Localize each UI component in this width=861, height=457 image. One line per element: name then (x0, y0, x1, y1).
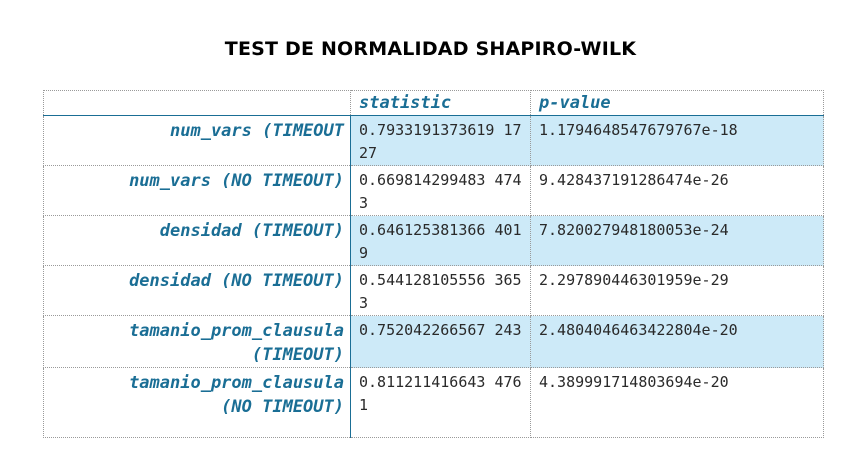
pvalue-cell: 2.297890446301959e-29 (530, 265, 824, 316)
statistic-cell: 0.646125381366 4019 (350, 215, 531, 266)
row-label: tamanio_prom_clausula (TIMEOUT) (43, 315, 351, 368)
table-row: num_vars (NO TIMEOUT) 0.669814299483 4743… (43, 165, 824, 216)
table-row: densidad (NO TIMEOUT) 0.544128105556 3653… (43, 265, 824, 316)
pvalue-cell: 7.820027948180053e-24 (530, 215, 824, 266)
table-row: tamanio_prom_clausula (NO TIMEOUT) 0.81121… (43, 367, 824, 438)
pvalue-cell: 1.1794648547679767e-18 (530, 115, 824, 166)
row-label: num_vars (TIMEOUT (43, 115, 351, 166)
column-header-pvalue: p-value (530, 90, 824, 116)
table-row: num_vars (TIMEOUT 0.7933191373619 1727 1.1… (43, 115, 824, 166)
table-header-row: statistic p-value (43, 90, 824, 116)
row-label-line: tamanio_prom_clausula (129, 321, 344, 341)
row-label-line: densidad (TIMEOUT) (159, 221, 344, 241)
row-label: num_vars (NO TIMEOUT) (43, 165, 351, 216)
row-label: tamanio_prom_clausula (NO TIMEOUT) (43, 367, 351, 438)
row-label-line: densidad (NO TIMEOUT) (129, 271, 344, 291)
statistic-cell: 0.752042266567 243 (350, 315, 531, 368)
pvalue-cell: 2.4804046463422804e-20 (530, 315, 824, 368)
row-label: densidad (NO TIMEOUT) (43, 265, 351, 316)
row-label-line: tamanio_prom_clausula (129, 373, 344, 393)
statistic-cell: 0.544128105556 3653 (350, 265, 531, 316)
column-header-statistic: statistic (350, 90, 531, 116)
row-label-line: (TIMEOUT) (251, 345, 344, 365)
normality-test-table: statistic p-value num_vars (TIMEOUT 0.793… (43, 90, 824, 438)
table-row: tamanio_prom_clausula (TIMEOUT) 0.75204226… (43, 315, 824, 368)
row-label: densidad (TIMEOUT) (43, 215, 351, 266)
row-label-line: num_vars (TIMEOUT (170, 121, 344, 141)
pvalue-cell: 4.389991714803694e-20 (530, 367, 824, 438)
statistic-cell: 0.669814299483 4743 (350, 165, 531, 216)
pvalue-cell: 9.428437191286474e-26 (530, 165, 824, 216)
page-title: TEST DE NORMALIDAD SHAPIRO-WILK (224, 38, 637, 60)
statistic-cell: 0.7933191373619 1727 (350, 115, 531, 166)
row-label-line: num_vars (NO TIMEOUT) (129, 171, 344, 191)
table-row: densidad (TIMEOUT) 0.646125381366 4019 7.8… (43, 215, 824, 266)
header-blank-cell (43, 90, 351, 116)
row-label-line: (NO TIMEOUT) (221, 397, 344, 417)
statistic-cell: 0.811211416643 4761 (350, 367, 531, 438)
